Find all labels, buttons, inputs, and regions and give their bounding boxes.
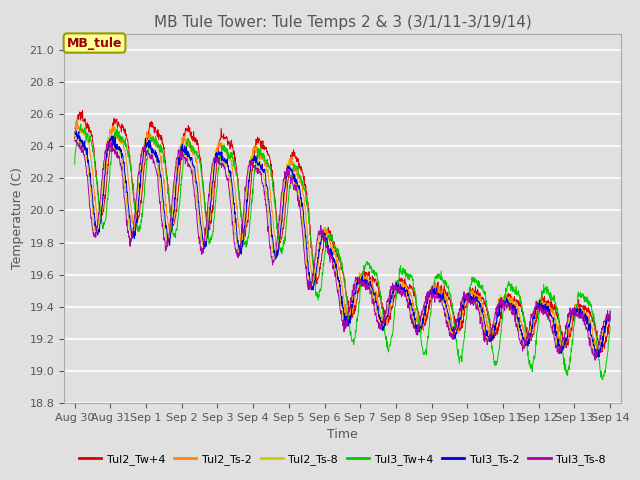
Y-axis label: Temperature (C): Temperature (C)	[11, 168, 24, 269]
Text: MB_tule: MB_tule	[67, 36, 122, 49]
Legend: Tul2_Tw+4, Tul2_Ts-2, Tul2_Ts-8, Tul3_Tw+4, Tul3_Ts-2, Tul3_Ts-8: Tul2_Tw+4, Tul2_Ts-2, Tul2_Ts-8, Tul3_Tw…	[75, 449, 610, 469]
X-axis label: Time: Time	[327, 429, 358, 442]
Title: MB Tule Tower: Tule Temps 2 & 3 (3/1/11-3/19/14): MB Tule Tower: Tule Temps 2 & 3 (3/1/11-…	[154, 15, 531, 30]
